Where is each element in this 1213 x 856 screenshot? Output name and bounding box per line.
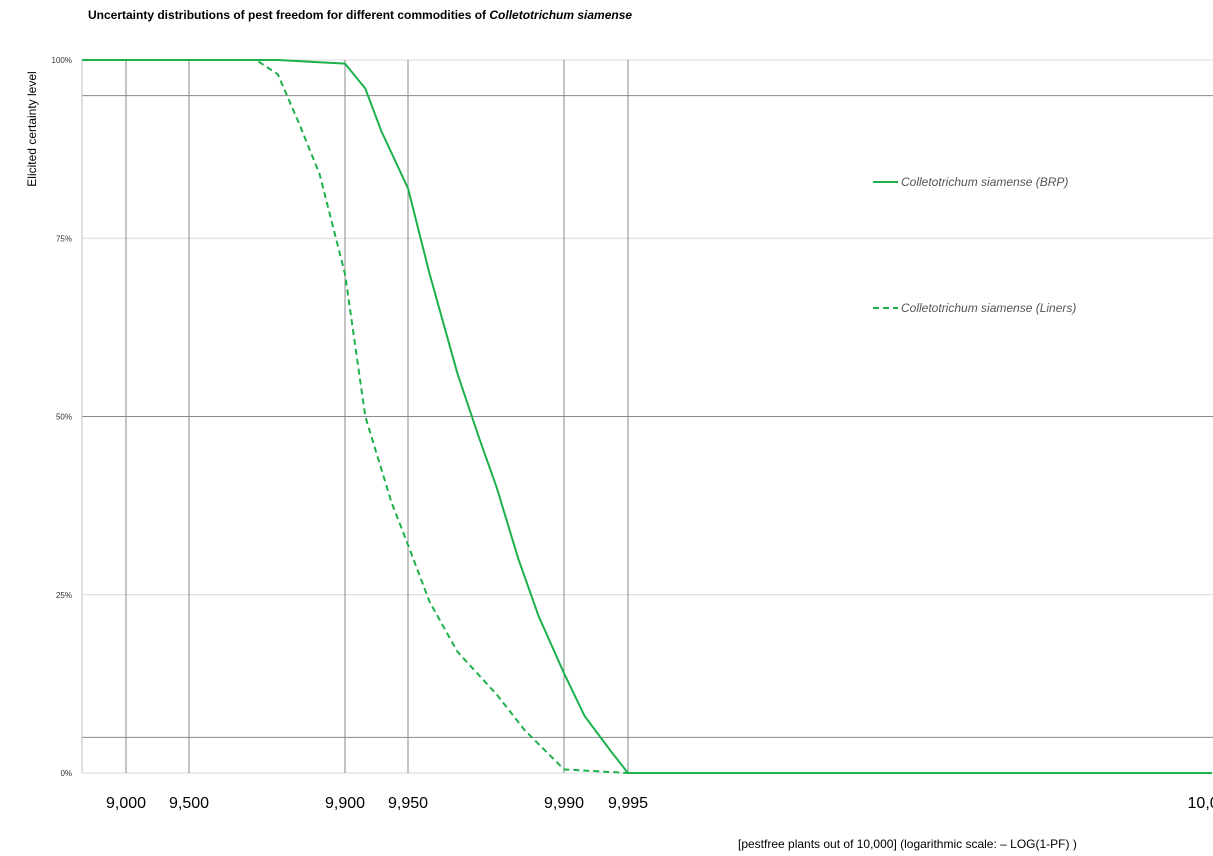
chart-title-prefix: Uncertainty distributions of pest freedo… — [88, 8, 490, 22]
chart-title-species: Colletotrichum siamense — [489, 8, 633, 22]
x-tick-label: 9,900 — [325, 795, 365, 812]
x-tick-label: 9,990 — [544, 795, 584, 812]
y-tick-label: 0% — [60, 769, 72, 778]
x-axis-title: [pestfree plants out of 10,000] (logarit… — [738, 837, 1077, 851]
x-tick-label: 9,000 — [106, 795, 146, 812]
y-tick-label: 25% — [56, 591, 72, 600]
x-tick-label: 10,000 — [1188, 795, 1213, 812]
x-tick-label: 9,500 — [169, 795, 209, 812]
legend-label-liners: Colletotrichum siamense (Liners) — [901, 301, 1076, 315]
y-tick-label: 50% — [56, 413, 72, 422]
y-tick-label: 100% — [52, 56, 72, 65]
x-tick-label: 9,995 — [608, 795, 648, 812]
series-line-brp — [189, 59, 1212, 774]
legend-label-brp: Colletotrichum siamense (BRP) — [901, 175, 1068, 189]
x-tick-label: 9,950 — [388, 795, 428, 812]
chart-title: Uncertainty distributions of pest freedo… — [88, 8, 632, 22]
series-line-liners — [189, 59, 629, 774]
y-tick-label: 75% — [56, 234, 72, 243]
